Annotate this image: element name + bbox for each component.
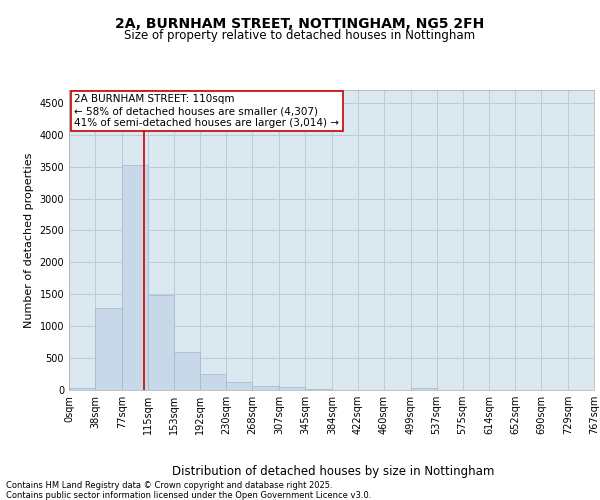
Bar [148, 295, 174, 390]
Bar [253, 386, 279, 390]
Text: 2A BURNHAM STREET: 110sqm
← 58% of detached houses are smaller (4,307)
41% of se: 2A BURNHAM STREET: 110sqm ← 58% of detac… [74, 94, 339, 128]
Bar [174, 352, 200, 390]
Bar [69, 388, 95, 390]
Bar [200, 374, 226, 390]
Bar [95, 308, 122, 390]
Bar [410, 388, 437, 390]
Text: 2A, BURNHAM STREET, NOTTINGHAM, NG5 2FH: 2A, BURNHAM STREET, NOTTINGHAM, NG5 2FH [115, 18, 485, 32]
Bar [279, 388, 305, 390]
Text: Distribution of detached houses by size in Nottingham: Distribution of detached houses by size … [172, 464, 494, 477]
Text: Contains HM Land Registry data © Crown copyright and database right 2025.
Contai: Contains HM Land Registry data © Crown c… [6, 480, 371, 500]
Text: Size of property relative to detached houses in Nottingham: Size of property relative to detached ho… [124, 29, 476, 42]
Bar [226, 382, 253, 390]
Bar [305, 388, 332, 390]
Bar [122, 164, 148, 390]
Y-axis label: Number of detached properties: Number of detached properties [24, 152, 34, 328]
